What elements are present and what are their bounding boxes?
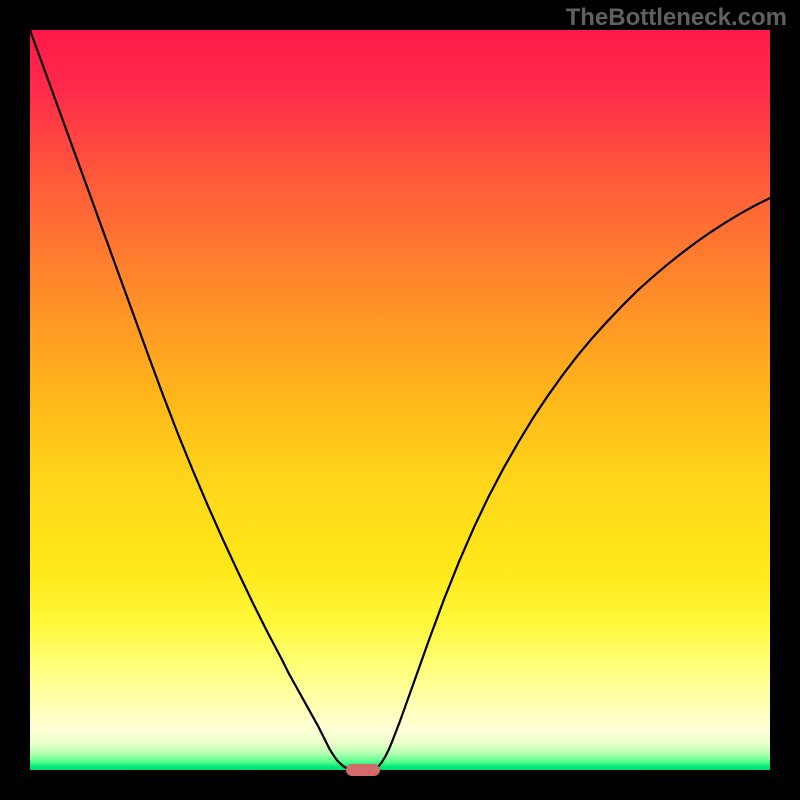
plot-area <box>30 30 770 770</box>
chart-container: TheBottleneck.com <box>0 0 800 800</box>
optimal-marker <box>346 764 380 776</box>
watermark-text: TheBottleneck.com <box>566 4 787 32</box>
bottleneck-curve <box>30 30 770 770</box>
